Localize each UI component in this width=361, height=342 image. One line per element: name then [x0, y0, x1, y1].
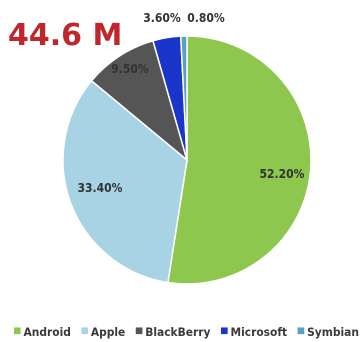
legend-item-android: Android — [14, 325, 71, 339]
legend-label-android: Android — [23, 325, 70, 339]
pie-slices — [62, 35, 312, 285]
slice-label-apple: 33.40% — [78, 181, 123, 195]
total-headline: 44.6 M — [8, 18, 122, 53]
slice-label-android: 52.20% — [260, 167, 305, 181]
legend-swatch-apple — [81, 327, 89, 335]
legend-swatch-symbian — [297, 327, 305, 335]
slice-label-microsoft: 3.60% — [143, 11, 181, 25]
legend-label-blackberry: BlackBerry — [145, 325, 210, 339]
pie-slice-apple — [62, 79, 188, 284]
legend-item-symbian: Symbian — [297, 325, 359, 339]
pie-slice-symbian — [179, 35, 188, 161]
legend: Android Apple BlackBerry Microsoft Symbian — [14, 325, 359, 339]
slice-label-blackberry: 9.50% — [111, 62, 149, 76]
slice-label-symbian: 0.80% — [187, 11, 225, 25]
legend-swatch-android — [14, 327, 21, 335]
legend-swatch-microsoft — [221, 327, 228, 335]
legend-swatch-blackberry — [135, 327, 143, 335]
legend-item-blackberry: BlackBerry — [135, 325, 211, 339]
legend-label-symbian: Symbian — [307, 325, 359, 339]
legend-label-microsoft: Microsoft — [231, 325, 288, 339]
legend-label-apple: Apple — [91, 325, 125, 339]
legend-item-microsoft: Microsoft — [221, 325, 287, 339]
legend-item-apple: Apple — [81, 325, 125, 339]
pie-slice-labels: 52.20% 33.40% 9.50% 3.60% 0.80% — [78, 11, 305, 195]
pie-slice-android — [167, 35, 312, 285]
pie-slice-blackberry — [90, 39, 189, 163]
